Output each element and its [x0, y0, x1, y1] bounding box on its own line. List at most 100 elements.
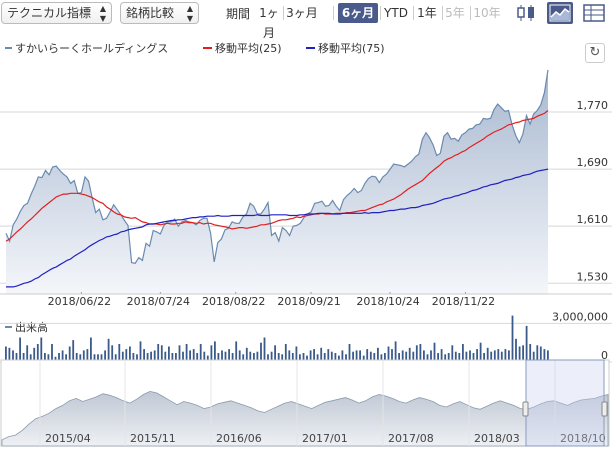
- legend-label-ma25: 移動平均(25): [215, 41, 282, 55]
- period-button[interactable]: 1年: [417, 6, 437, 20]
- volume-bar: [118, 344, 121, 362]
- x-tick-label: 2018/10/24: [356, 295, 419, 308]
- volume-bar: [398, 353, 400, 362]
- volume-bar: [238, 350, 241, 362]
- volume-bar: [405, 351, 408, 362]
- legend-item-price: すかいらーくホールディングス: [5, 41, 168, 55]
- volume-bar: [224, 351, 227, 362]
- volume-bar: [217, 353, 220, 362]
- volume-bar: [15, 353, 18, 362]
- volume-bar: [355, 350, 358, 362]
- navigator-x-axis: 2015/04 2015/11 2016/06 2017/01 2017/08 2018/…: [39, 360, 606, 446]
- volume-bar: [394, 341, 397, 362]
- navigator-tick-label: 2015/04: [45, 432, 91, 445]
- volume-bar: [178, 345, 181, 362]
- volume-bar: [313, 349, 315, 362]
- navigator-left-handle[interactable]: [522, 401, 529, 417]
- volume-bar: [210, 345, 213, 362]
- navigator-right-handle[interactable]: [601, 401, 608, 417]
- navigator-tick-label: 2016/06: [216, 432, 262, 445]
- select-arrows-icon: ▲ ▼: [99, 4, 106, 23]
- period-button[interactable]: 5年: [445, 6, 465, 20]
- volume-bar: [143, 349, 145, 362]
- volume-bar: [196, 353, 199, 362]
- volume-legend: 出来高: [5, 320, 48, 334]
- volume-bar: [72, 340, 75, 362]
- period-separator: [470, 6, 471, 20]
- volume-bar: [33, 347, 36, 362]
- price-area: [6, 69, 548, 295]
- volume-bar: [423, 350, 425, 362]
- volume-bar: [22, 353, 25, 362]
- volume-bar: [479, 342, 482, 362]
- volume-bar: [486, 347, 489, 362]
- volume-bar: [377, 347, 379, 362]
- x-tick-label: 2018/07/24: [127, 295, 190, 308]
- compare-stock-select[interactable]: 銘柄比較 ▲ ▼: [120, 2, 199, 24]
- period-button[interactable]: 6ヶ月: [338, 3, 378, 23]
- period-separator: [283, 6, 284, 20]
- volume-bar: [90, 337, 92, 362]
- area-chart-icon[interactable]: [547, 2, 573, 24]
- period-button[interactable]: 3ヶ月: [286, 6, 318, 20]
- volume-bar: [93, 354, 96, 362]
- volume-y-tick-label: 3,000,000: [552, 310, 608, 323]
- navigator-tick-label: 2018/03: [474, 432, 520, 445]
- volume-bar: [483, 353, 485, 362]
- volume-bar: [54, 356, 57, 362]
- volume-bar: [199, 344, 202, 362]
- x-tick-label: 2018/11/22: [432, 295, 495, 308]
- reset-zoom-button[interactable]: ↻: [585, 43, 605, 63]
- volume-bar: [387, 346, 390, 362]
- volume-bar: [302, 353, 305, 362]
- volume-bar: [136, 354, 138, 362]
- volume-bar: [532, 351, 535, 362]
- volume-bar: [245, 347, 248, 362]
- volume-bar: [104, 350, 106, 362]
- volume-bar: [320, 347, 323, 362]
- volume-bar: [36, 344, 39, 362]
- volume-bar: [58, 353, 60, 362]
- volume-bar: [214, 341, 216, 362]
- volume-bar: [451, 345, 454, 362]
- table-icon[interactable]: [581, 2, 607, 24]
- volume-bar: [114, 354, 117, 362]
- range-navigator[interactable]: 2015/04 2015/11 2016/06 2017/01 2017/08 2018/…: [0, 359, 610, 447]
- volume-bar: [175, 353, 177, 362]
- volume-bar: [401, 350, 404, 362]
- volume-bar: [309, 350, 312, 362]
- volume-bar: [146, 353, 149, 362]
- period-separator: [442, 6, 443, 20]
- volume-label: 出来高: [15, 320, 48, 334]
- volume-bar: [100, 354, 103, 362]
- volume-bar: [263, 337, 266, 362]
- navigator-selection[interactable]: [525, 359, 605, 447]
- volume-bar: [97, 354, 99, 362]
- volume-bar: [40, 337, 43, 362]
- ma75-line: [6, 168, 549, 288]
- volume-bar: [164, 351, 167, 362]
- volume-bar: [440, 349, 443, 362]
- volume-bar: [447, 353, 450, 362]
- price-y-tick-label: 1,690: [577, 156, 609, 169]
- volume-bar: [29, 354, 32, 362]
- volume-bar: [203, 351, 206, 362]
- candlestick-icon[interactable]: [513, 2, 539, 24]
- price-y-axis: 1,770 1,690 1,610 1,530: [577, 99, 609, 283]
- volume-bar: [497, 349, 500, 362]
- period-button[interactable]: 1ヶ月: [259, 6, 279, 40]
- volume-bar: [437, 353, 439, 362]
- volume-bar: [274, 345, 276, 362]
- period-button[interactable]: 10年: [473, 6, 501, 20]
- volume-bar: [61, 350, 64, 362]
- volume-bar: [75, 353, 78, 362]
- period-button[interactable]: YTD: [384, 6, 408, 20]
- chart-legend: すかいらーくホールディングス 移動平均(25) 移動平均(75): [5, 41, 385, 55]
- volume-bar: [299, 354, 301, 362]
- volume-bar: [132, 353, 135, 362]
- legend-item-ma75: 移動平均(75): [306, 41, 385, 55]
- volume-bar: [508, 350, 510, 362]
- volume-bar: [121, 351, 124, 362]
- technical-indicator-select[interactable]: テクニカル指標 ▲ ▼: [1, 2, 112, 24]
- volume-bar: [51, 344, 53, 362]
